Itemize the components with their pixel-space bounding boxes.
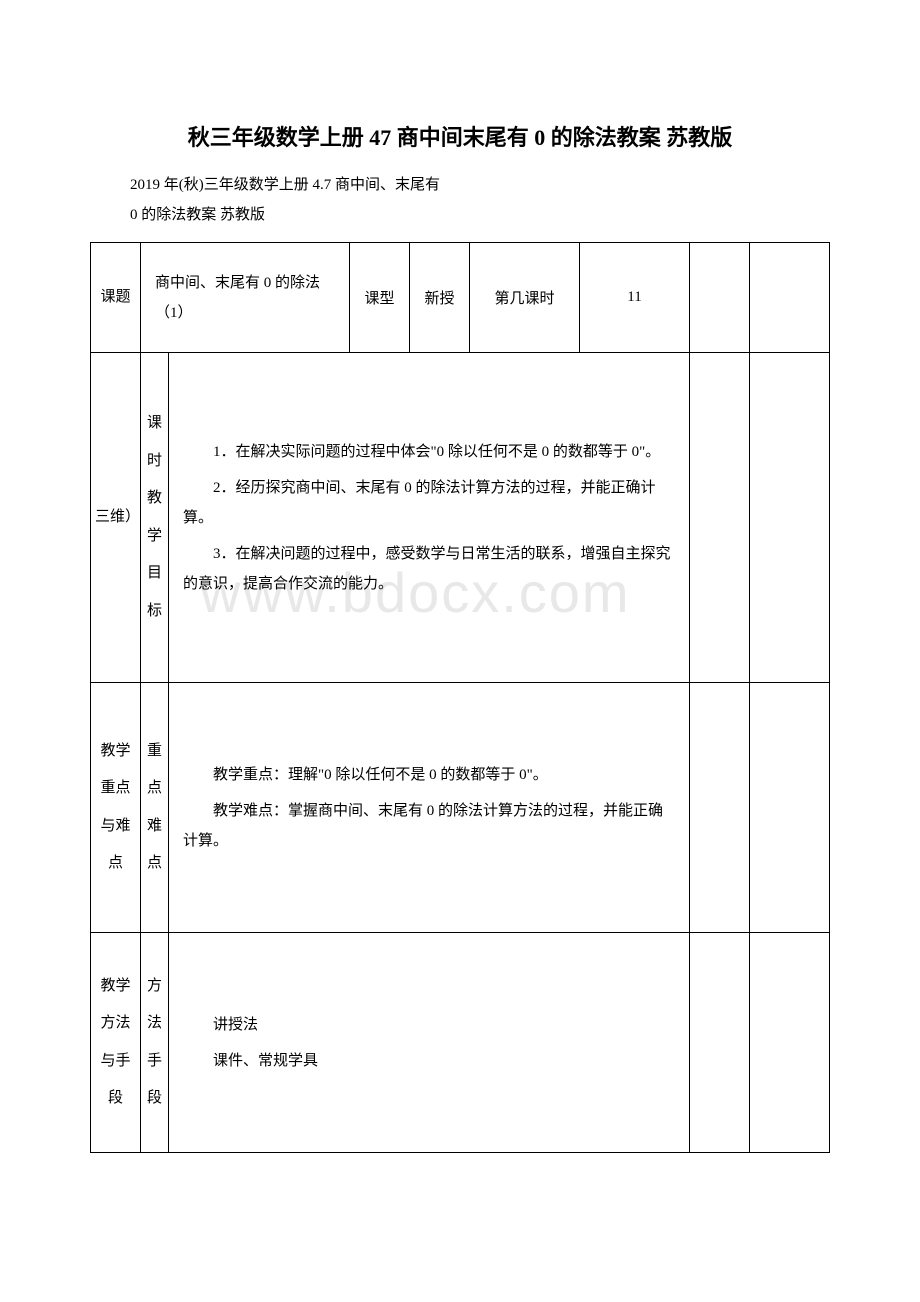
cell-topic-content: 商中间、末尾有 0 的除法（1）: [141, 243, 350, 353]
objective-3: 3．在解决问题的过程中，感受数学与日常生活的联系，增强自主探究的意识，提高合作交…: [183, 539, 675, 599]
cell-objectives-sublabel: 课时教学目标: [141, 353, 169, 683]
table-row-header: 课题 商中间、末尾有 0 的除法（1） 课型 新授 第几课时 11: [91, 243, 830, 353]
cell-blank: [690, 933, 750, 1153]
cell-blank: [750, 683, 830, 933]
cell-type-label: 课型: [350, 243, 410, 353]
table-row-objectives: 三维） 课时教学目标 1．在解决实际问题的过程中体会"0 除以任何不是 0 的数…: [91, 353, 830, 683]
intro-text: 2019 年(秋)三年级数学上册 4.7 商中间、末尾有 0 的除法教案 苏教版: [130, 170, 830, 230]
cell-blank: [750, 933, 830, 1153]
objective-1: 1．在解决实际问题的过程中体会"0 除以任何不是 0 的数都等于 0"。: [183, 437, 675, 467]
cell-blank: [750, 353, 830, 683]
cell-blank: [750, 243, 830, 353]
method-1: 讲授法: [183, 1010, 675, 1040]
cell-methods-sublabel: 方法手段: [141, 933, 169, 1153]
lesson-plan-table: 课题 商中间、末尾有 0 的除法（1） 课型 新授 第几课时 11 三维） 课时…: [90, 242, 830, 1153]
table-row-methods: 教学方法与手段 方法手段 讲授法 课件、常规学具: [91, 933, 830, 1153]
cell-type-value: 新授: [410, 243, 470, 353]
cell-objectives-content: 1．在解决实际问题的过程中体会"0 除以任何不是 0 的数都等于 0"。 2．经…: [169, 353, 690, 683]
cell-period-label: 第几课时: [470, 243, 580, 353]
objective-2: 2．经历探究商中间、末尾有 0 的除法计算方法的过程，并能正确计算。: [183, 473, 675, 533]
intro-line-1: 2019 年(秋)三年级数学上册 4.7 商中间、末尾有: [130, 170, 830, 200]
cell-blank: [690, 353, 750, 683]
method-2: 课件、常规学具: [183, 1046, 675, 1076]
cell-blank: [690, 683, 750, 933]
cell-topic-label: 课题: [91, 243, 141, 353]
intro-line-2: 0 的除法教案 苏教版: [130, 200, 830, 230]
cell-methods-content: 讲授法 课件、常规学具: [169, 933, 690, 1153]
cell-blank: [690, 243, 750, 353]
keypoint-2: 教学难点：掌握商中间、末尾有 0 的除法计算方法的过程，并能正确计算。: [183, 796, 675, 856]
cell-keypoints-content: 教学重点：理解"0 除以任何不是 0 的数都等于 0"。 教学难点：掌握商中间、…: [169, 683, 690, 933]
page-title: 秋三年级数学上册 47 商中间末尾有 0 的除法教案 苏教版: [90, 120, 830, 152]
cell-methods-label: 教学方法与手段: [91, 933, 141, 1153]
table-row-keypoints: 教学重点与难点 重点难点 教学重点：理解"0 除以任何不是 0 的数都等于 0"…: [91, 683, 830, 933]
cell-period-value: 11: [580, 243, 690, 353]
cell-keypoints-sublabel: 重点难点: [141, 683, 169, 933]
keypoint-1: 教学重点：理解"0 除以任何不是 0 的数都等于 0"。: [183, 760, 675, 790]
cell-keypoints-label: 教学重点与难点: [91, 683, 141, 933]
cell-objectives-label: 三维）: [91, 353, 141, 683]
